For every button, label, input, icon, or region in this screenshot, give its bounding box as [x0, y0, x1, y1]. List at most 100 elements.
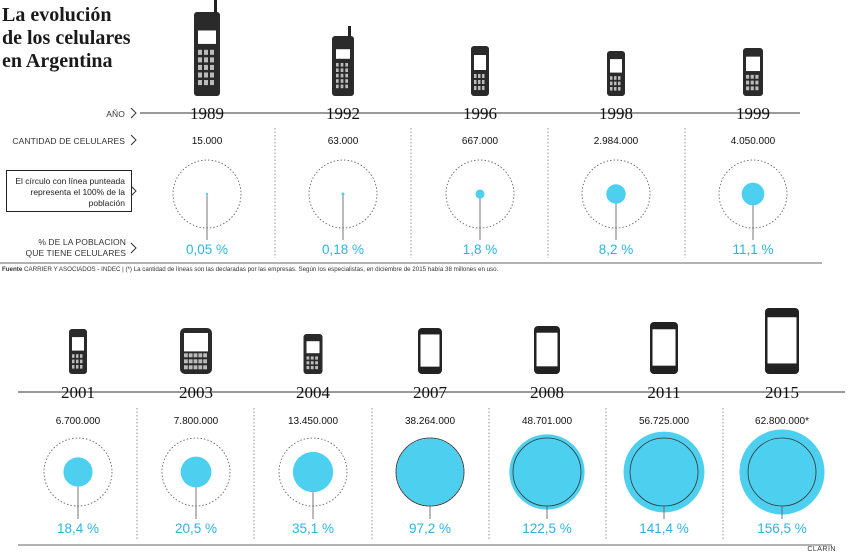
- key: [72, 354, 75, 358]
- phone-screen: [746, 56, 760, 72]
- key: [204, 64, 208, 70]
- key: [210, 57, 214, 63]
- phone-screen: [610, 59, 622, 73]
- key: [76, 354, 79, 358]
- count-label: 13.450.000: [288, 416, 338, 427]
- phone-screen: [306, 341, 320, 354]
- title-line-2: de los celulares: [2, 27, 131, 49]
- candybar-phone-icon: [471, 46, 489, 96]
- key: [482, 74, 485, 78]
- smartphone-icon: [418, 328, 442, 374]
- count-label: 7.800.000: [174, 416, 219, 427]
- key: [80, 359, 83, 364]
- key: [336, 68, 339, 72]
- percent-label-line-1: % DE LA POBLACION: [38, 237, 126, 247]
- key: [184, 359, 188, 364]
- chevron-right-icon: [130, 185, 137, 197]
- percent-label: 156,5 %: [757, 521, 807, 536]
- key: [188, 353, 193, 358]
- key: [474, 80, 477, 84]
- keypad-phone-icon: [69, 329, 87, 374]
- antenna: [348, 26, 351, 38]
- key: [746, 80, 750, 85]
- data-bubble: [475, 189, 485, 199]
- key: [336, 63, 339, 67]
- key: [345, 63, 348, 67]
- data-bubble: [606, 184, 626, 204]
- data-bubble: [741, 182, 765, 206]
- key: [345, 79, 348, 83]
- key: [610, 87, 613, 91]
- key: [80, 365, 83, 369]
- key: [310, 366, 314, 370]
- count-row-label: CANTIDAD DE CELULARES: [12, 136, 125, 146]
- count-label: 62.800.000*: [755, 416, 809, 427]
- key: [306, 361, 310, 365]
- key: [310, 356, 314, 360]
- data-bubble: [63, 457, 93, 487]
- key: [198, 80, 202, 86]
- key: [203, 353, 207, 358]
- key: [340, 79, 344, 83]
- key: [198, 359, 203, 364]
- key: [306, 366, 310, 370]
- key: [610, 81, 613, 86]
- phone-screen: [198, 30, 216, 44]
- year-row-label: AÑO: [106, 109, 125, 119]
- smartphone-icon: [765, 308, 799, 374]
- qwerty-phone-icon: [180, 328, 212, 374]
- title-line-3: en Argentina: [2, 50, 113, 72]
- brick-phone-icon: [332, 26, 354, 96]
- key: [618, 81, 621, 86]
- source-note: Fuente CARRIER Y ASOCIADOS - INDEC | (*)…: [2, 266, 498, 273]
- phone-screen: [536, 332, 558, 367]
- key: [482, 80, 485, 84]
- key: [204, 80, 208, 86]
- key: [76, 359, 79, 364]
- key: [193, 359, 198, 364]
- key: [184, 353, 188, 358]
- year-label: 1996: [463, 104, 497, 123]
- data-bubble: [205, 192, 209, 196]
- year-label: 1992: [326, 104, 360, 123]
- key: [614, 81, 617, 86]
- key: [198, 49, 202, 55]
- percent-label: 97,2 %: [409, 521, 451, 536]
- legend-note: El círculo con línea punteada representa…: [6, 170, 132, 212]
- percent-label: 35,1 %: [292, 521, 334, 536]
- key: [746, 74, 750, 79]
- chevron-right-icon: [130, 107, 137, 119]
- key: [478, 80, 481, 84]
- flip-phone-icon: [743, 48, 763, 96]
- key: [340, 73, 344, 78]
- key: [746, 86, 750, 91]
- key: [193, 365, 198, 370]
- key: [315, 356, 318, 360]
- count-label: 6.700.000: [56, 416, 101, 427]
- count-label: 2.984.000: [594, 136, 639, 147]
- key: [750, 86, 754, 91]
- key: [80, 354, 83, 358]
- year-label: 2015: [765, 383, 799, 402]
- data-bubble: [396, 438, 464, 506]
- key: [478, 86, 481, 90]
- key: [210, 80, 214, 86]
- key: [204, 72, 208, 78]
- percent-label: 11,1 %: [732, 242, 773, 257]
- key: [345, 84, 348, 89]
- key: [198, 365, 203, 370]
- key: [188, 359, 193, 364]
- data-bubble: [292, 451, 334, 493]
- phone-screen: [184, 333, 208, 352]
- key: [345, 73, 348, 78]
- key: [315, 366, 318, 370]
- phone-screen: [652, 329, 676, 366]
- count-label: 667.000: [462, 136, 499, 147]
- key: [210, 49, 214, 55]
- key: [482, 86, 485, 90]
- phone-screen: [474, 55, 486, 70]
- year-label: 1998: [599, 104, 633, 123]
- percent-label: 141,4 %: [639, 521, 689, 536]
- count-label: 63.000: [328, 136, 359, 147]
- data-bubble: [739, 429, 825, 515]
